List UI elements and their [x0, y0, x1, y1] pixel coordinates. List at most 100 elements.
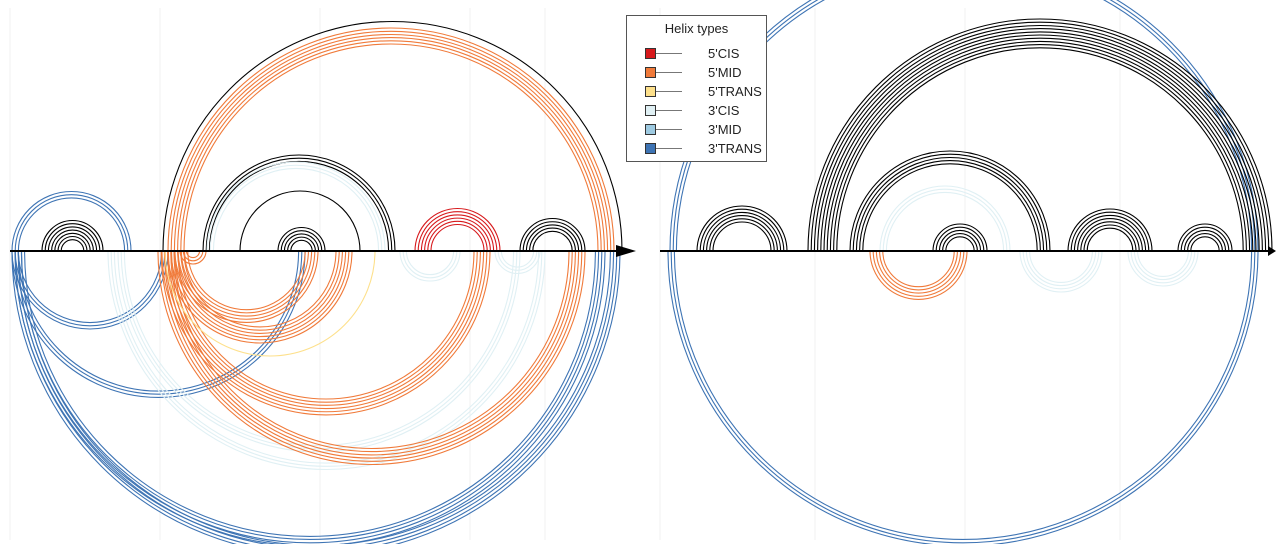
helix-arc	[859, 160, 1041, 252]
helix-cis3-bottom	[1019, 250, 1103, 293]
helix-arc	[47, 226, 98, 252]
helix-trans3-top	[11, 190, 132, 252]
helix-arc	[117, 250, 521, 453]
helix-arc	[174, 250, 319, 324]
legend-swatch-cis3	[645, 105, 656, 116]
helix-arc	[1019, 250, 1103, 293]
helix-arc	[497, 250, 538, 271]
helix-arc	[810, 21, 1270, 252]
helix-arc	[157, 250, 586, 466]
helix-arc	[699, 208, 785, 252]
helix-arc	[183, 250, 337, 328]
helix-cis5-top	[414, 208, 501, 252]
helix-arc	[14, 194, 129, 252]
helix-cis3-bottom	[1127, 250, 1199, 287]
helix-arc	[885, 191, 1005, 252]
helix-unclassified-top	[162, 20, 623, 252]
helix-arc	[1190, 236, 1220, 252]
legend-line-cis3	[656, 110, 682, 111]
legend-label-trans3: 3'TRANS	[708, 141, 762, 156]
helix-arc	[1070, 211, 1150, 252]
helix-cis3-bottom	[117, 250, 521, 453]
helix-arc	[277, 227, 326, 252]
helix-arc	[882, 188, 1008, 252]
helix-arc	[1086, 227, 1134, 252]
helix-arc	[208, 160, 390, 252]
legend-item-trans5: 5'TRANS	[642, 83, 766, 101]
helix-arc	[820, 31, 1260, 252]
helix-arc	[173, 33, 609, 252]
helix-arc	[1127, 250, 1199, 287]
legend-item-mid5: 5'MID	[642, 64, 766, 82]
helix-trans3-bottom	[14, 250, 606, 544]
helix-arc	[209, 164, 383, 252]
helix-arc	[1180, 226, 1230, 252]
helix-arc	[519, 217, 586, 252]
helix-arc	[180, 250, 340, 331]
legend-label-mid5: 5'MID	[708, 65, 742, 80]
helix-arc	[430, 223, 485, 252]
helix-arc	[182, 250, 204, 262]
helix-cis3-bottom	[399, 250, 461, 282]
helix-mid5-top	[167, 27, 615, 252]
helix-cis3-bottom	[494, 250, 541, 275]
helix-arc	[935, 226, 985, 252]
helix-unclassified-top	[41, 220, 104, 252]
helix-arc	[522, 221, 583, 252]
left-axis-arrowhead	[616, 245, 636, 257]
helix-arc	[239, 190, 361, 252]
legend-swatch-cis5	[645, 48, 656, 59]
helix-arc	[184, 250, 309, 314]
sequence-axes	[10, 245, 1276, 257]
helix-arc	[532, 230, 573, 252]
helix-arc	[185, 250, 201, 259]
helix-arc	[849, 150, 1051, 252]
helix-arc	[167, 250, 353, 344]
legend-line-mid3	[656, 129, 682, 130]
helix-arc	[167, 27, 615, 252]
legend-swatch-mid5	[645, 67, 656, 78]
helix-arc	[1073, 214, 1147, 252]
helix-arc	[202, 154, 396, 252]
helix-arc	[417, 211, 498, 252]
helix-arc	[17, 250, 615, 544]
helix-arc	[1077, 218, 1143, 252]
helix-arc	[673, 250, 1253, 541]
legend-swatch-trans5	[645, 86, 656, 97]
helix-arc	[833, 44, 1247, 252]
helix-arc	[1183, 229, 1227, 252]
helix-arc	[826, 37, 1254, 252]
helix-arc	[170, 250, 573, 453]
helix-mid5-bottom	[869, 250, 968, 300]
helix-arc	[123, 250, 515, 447]
helix-mid5-bottom	[174, 250, 319, 324]
legend-item-cis5: 5'CIS	[642, 45, 766, 63]
helix-arc	[1137, 250, 1189, 277]
helix-arc	[164, 250, 488, 413]
helix-arc	[807, 18, 1273, 252]
helix-arc	[529, 227, 576, 252]
helix-arc	[500, 250, 535, 268]
helix-arc	[107, 250, 546, 471]
helix-unclassified-top	[277, 227, 326, 252]
helix-arc	[60, 239, 85, 252]
legend-label-cis3: 3'CIS	[708, 103, 740, 118]
helix-unclassified-top	[239, 190, 361, 252]
helix-trans3-bottom	[667, 250, 1259, 544]
helix-arc	[14, 250, 303, 395]
helix-arc	[1133, 250, 1193, 281]
helix-arc	[206, 161, 386, 252]
legend-title: Helix types	[664, 21, 729, 36]
helix-arc	[170, 250, 350, 341]
legend-item-cis3: 3'CIS	[642, 102, 766, 120]
helix-trans3-bottom	[11, 250, 621, 544]
helix-arc	[414, 208, 501, 252]
helix-unclassified-top	[807, 18, 1273, 252]
helix-arc	[420, 214, 495, 252]
helix-arc	[14, 250, 606, 544]
helix-arc	[829, 40, 1251, 252]
helix-arc	[11, 250, 306, 399]
helix-arc	[709, 218, 775, 252]
helix-unclassified-top	[202, 154, 396, 252]
